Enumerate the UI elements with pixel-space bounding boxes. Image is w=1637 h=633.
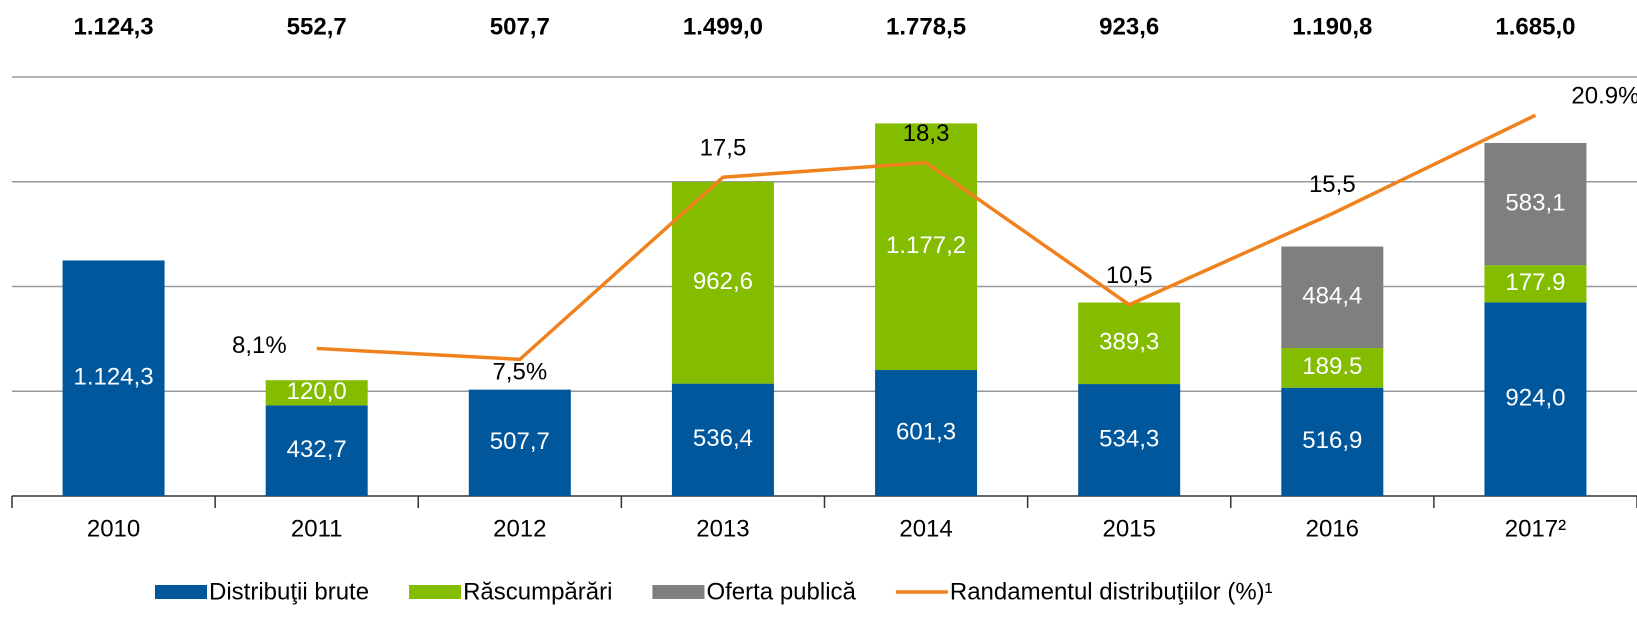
value-label: 120,0 — [287, 378, 347, 405]
bar-segment — [1484, 265, 1587, 303]
bar-segment — [1484, 302, 1587, 496]
bar-segment — [1078, 384, 1181, 496]
bar-segment — [671, 383, 774, 496]
value-label: 189.5 — [1302, 353, 1362, 380]
value-label: 601,3 — [896, 418, 956, 445]
total-label: 552,7 — [287, 13, 347, 40]
line-label: 15,5 — [1309, 171, 1356, 198]
legend-label: Randamentul distribuţiilor (%)¹ — [950, 578, 1273, 605]
bar-segment — [671, 181, 774, 384]
line-label: 8,1% — [232, 332, 287, 359]
total-label: 1.190,8 — [1292, 13, 1372, 40]
value-label: 536,4 — [693, 425, 753, 452]
x-tick-label: 2016 — [1306, 515, 1359, 542]
value-label: 962,6 — [693, 268, 753, 295]
bar-segment — [265, 405, 368, 496]
bar-segment — [468, 389, 571, 496]
value-label: 534,3 — [1099, 425, 1159, 452]
bar-segment — [1484, 142, 1587, 266]
line-label: 10,5 — [1106, 262, 1153, 289]
value-label: 177.9 — [1505, 269, 1565, 296]
line-label: 7,5% — [492, 359, 547, 386]
x-tick-label: 2013 — [696, 515, 749, 542]
value-label: 516,9 — [1302, 427, 1362, 454]
bar-segment — [62, 260, 165, 496]
x-tick-label: 2011 — [291, 515, 343, 542]
legend-label: Distribuţii brute — [209, 578, 369, 605]
bar-segment — [1281, 348, 1384, 388]
line — [316, 113, 1537, 362]
value-label: 1.177,2 — [886, 232, 966, 259]
legend-label: Răscumpărări — [463, 578, 612, 605]
total-label: 1.778,5 — [886, 13, 966, 40]
line-label: 18,3 — [903, 120, 950, 147]
bar-segment — [875, 370, 978, 496]
legend-swatch — [409, 585, 462, 599]
value-label: 583,1 — [1505, 189, 1565, 216]
value-label: 389,3 — [1099, 329, 1159, 356]
value-label: 1.124,3 — [74, 364, 154, 391]
bar-segment — [265, 380, 368, 406]
x-tick-label: 2014 — [899, 515, 952, 542]
value-label: 432,7 — [287, 436, 347, 463]
x-tick-label: 2015 — [1102, 515, 1155, 542]
total-label: 507,7 — [490, 13, 550, 40]
legend-swatch — [652, 585, 705, 599]
value-label: 507,7 — [490, 428, 550, 455]
total-label: 1.685,0 — [1495, 13, 1575, 40]
total-label: 923,6 — [1099, 13, 1159, 40]
bar-segment — [1281, 387, 1384, 496]
value-label: 484,4 — [1302, 283, 1362, 310]
legend-swatch — [155, 585, 207, 599]
legend-label: Oferta publică — [706, 578, 856, 605]
total-label: 1.124,3 — [74, 13, 154, 40]
bar-segment — [1281, 246, 1384, 349]
line-label: 17,5 — [700, 135, 747, 162]
x-tick-label: 2017² — [1505, 515, 1566, 542]
bar-segment — [1078, 302, 1181, 385]
line-label: 20.9% — [1571, 83, 1637, 110]
total-label: 1.499,0 — [683, 13, 763, 40]
x-tick-label: 2010 — [87, 515, 140, 542]
value-label: 924,0 — [1505, 385, 1565, 412]
x-tick-label: 2012 — [493, 515, 546, 542]
